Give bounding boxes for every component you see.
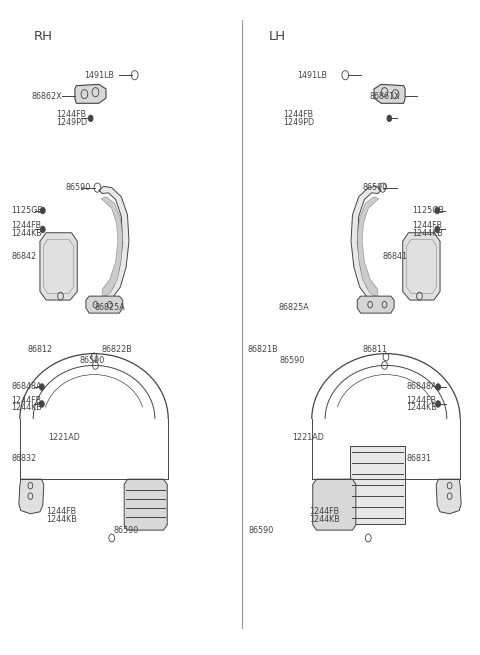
Text: 86825A: 86825A [94, 303, 125, 312]
Circle shape [435, 226, 440, 233]
Polygon shape [124, 479, 167, 530]
Polygon shape [351, 186, 384, 307]
Polygon shape [357, 296, 394, 313]
Polygon shape [40, 233, 77, 300]
Polygon shape [313, 479, 356, 530]
Text: 86831: 86831 [407, 455, 432, 463]
Text: 1244FB: 1244FB [310, 507, 339, 515]
Text: 1125GB: 1125GB [412, 206, 444, 215]
Text: 86811: 86811 [362, 345, 387, 354]
Text: 1221AD: 1221AD [293, 434, 324, 443]
Text: 1244KB: 1244KB [11, 229, 42, 238]
Text: 86862X: 86862X [32, 92, 62, 101]
Text: 86590: 86590 [362, 183, 387, 192]
Text: 86590: 86590 [279, 356, 304, 365]
Circle shape [435, 207, 440, 214]
Text: 1244KB: 1244KB [11, 403, 42, 413]
Text: 1491LB: 1491LB [84, 71, 114, 80]
Text: 86590: 86590 [113, 526, 138, 535]
Circle shape [39, 401, 44, 407]
Text: 1244FB: 1244FB [283, 110, 313, 119]
Text: 1244FB: 1244FB [407, 396, 437, 405]
Text: 86842: 86842 [11, 252, 36, 261]
Polygon shape [96, 186, 129, 307]
Circle shape [436, 401, 441, 407]
Text: 1244KB: 1244KB [310, 515, 340, 523]
Circle shape [88, 115, 93, 122]
Text: 1244FB: 1244FB [11, 221, 41, 230]
Text: RH: RH [34, 30, 53, 43]
Text: 86861X: 86861X [369, 92, 400, 101]
Polygon shape [403, 233, 440, 300]
Text: 1249PD: 1249PD [56, 118, 87, 127]
Polygon shape [75, 84, 106, 103]
Text: 1244KB: 1244KB [407, 403, 437, 413]
Text: 1244FB: 1244FB [46, 507, 76, 515]
Text: 1244FB: 1244FB [11, 396, 41, 405]
Polygon shape [374, 84, 405, 103]
Text: 86821B: 86821B [247, 345, 278, 354]
Text: LH: LH [269, 30, 286, 43]
Text: 86590: 86590 [65, 183, 91, 192]
Text: 86848A: 86848A [11, 383, 42, 392]
Text: 86825A: 86825A [278, 303, 309, 312]
Circle shape [39, 384, 44, 390]
Polygon shape [350, 447, 405, 523]
Circle shape [40, 226, 45, 233]
Polygon shape [357, 196, 379, 298]
Polygon shape [86, 296, 123, 313]
Text: 1244FB: 1244FB [412, 221, 443, 230]
Text: 1125GB: 1125GB [11, 206, 43, 215]
Text: 86822B: 86822B [101, 345, 132, 354]
Polygon shape [101, 196, 123, 298]
Polygon shape [19, 479, 44, 514]
Circle shape [387, 115, 392, 122]
Text: 1244KB: 1244KB [46, 515, 77, 523]
Text: 1249PD: 1249PD [283, 118, 314, 127]
Text: 86848A: 86848A [407, 383, 437, 392]
Text: 86832: 86832 [11, 455, 36, 463]
Text: 1221AD: 1221AD [48, 434, 81, 443]
Text: 1491LB: 1491LB [298, 71, 327, 80]
Text: 1244FB: 1244FB [56, 110, 86, 119]
Text: 1244KB: 1244KB [412, 229, 443, 238]
Text: 86590: 86590 [80, 356, 105, 365]
Circle shape [40, 207, 45, 214]
Text: 86841: 86841 [383, 252, 408, 261]
Polygon shape [436, 479, 461, 514]
Text: 86590: 86590 [249, 526, 274, 535]
Text: 86812: 86812 [27, 345, 52, 354]
Circle shape [436, 384, 441, 390]
